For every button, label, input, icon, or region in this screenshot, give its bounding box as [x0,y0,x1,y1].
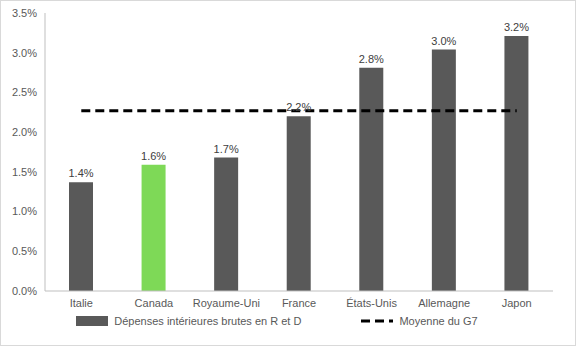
svg-text:Italie: Italie [70,297,93,309]
svg-text:2.0%: 2.0% [12,126,37,138]
svg-text:2.2%: 2.2% [286,101,311,113]
svg-text:Allemagne: Allemagne [418,297,470,309]
svg-text:1.4%: 1.4% [68,167,93,179]
html-text:Dépenses intérieures brutes en: Dépenses intérieures brutes en R et D [114,315,302,327]
svg-text:3.2%: 3.2% [504,21,529,33]
svg-text:Japon: Japon [502,297,532,309]
svg-text:1.6%: 1.6% [141,150,166,162]
html-text:Moyenne du G7: Moyenne du G7 [399,315,478,327]
svg-text:3.5%: 3.5% [12,7,37,19]
svg-text:3.0%: 3.0% [431,35,456,47]
svg-text:0.5%: 0.5% [12,245,37,257]
svg-text:0.0%: 0.0% [12,285,37,297]
svg-text:1.0%: 1.0% [12,205,37,217]
svg-text:France: France [282,297,316,309]
svg-text:1.7%: 1.7% [214,143,239,155]
svg-text:États-Unis: États-Unis [346,297,397,309]
svg-text:Royaume-Uni: Royaume-Uni [193,297,260,309]
svg-text:Canada: Canada [135,297,174,309]
svg-text:3.0%: 3.0% [12,47,37,59]
svg-text:2.8%: 2.8% [359,53,384,65]
svg-text:1.5%: 1.5% [12,166,37,178]
svg-text:2.5%: 2.5% [12,86,37,98]
